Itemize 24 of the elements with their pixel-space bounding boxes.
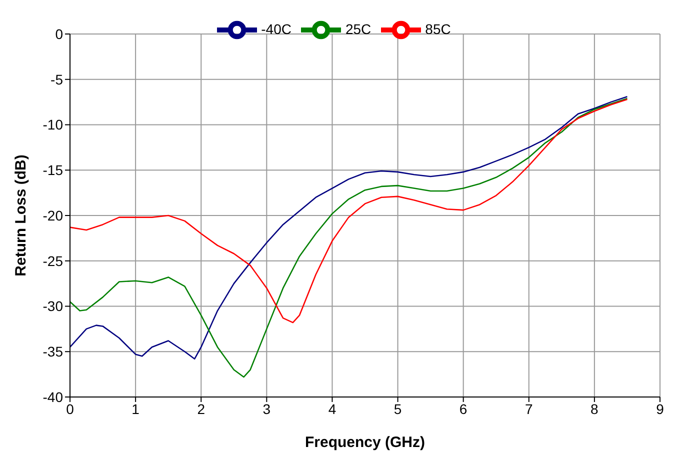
y-tick-label: -25	[42, 252, 64, 269]
y-tick-label: 0	[55, 26, 64, 42]
x-tick-label: 3	[262, 400, 271, 417]
legend-label: -40C	[261, 21, 292, 38]
x-axis-title: Frequency (GHz)	[304, 434, 426, 451]
x-tick-label: 1	[132, 400, 140, 417]
x-tick-label: 0	[66, 400, 74, 417]
x-tick-label: 7	[524, 400, 533, 417]
legend-label: 85C	[425, 21, 451, 38]
y-tick-label: -10	[42, 116, 64, 133]
y-tick-label: -5	[50, 71, 64, 88]
y-tick-label: -15	[42, 162, 64, 178]
y-tick-label: -40	[42, 388, 64, 405]
y-tick-label: -35	[42, 344, 64, 360]
x-tick-label: 8	[590, 400, 599, 417]
y-axis-title: Return Loss (dB)	[12, 154, 30, 276]
legend-label: 25C	[345, 21, 372, 38]
x-tick-label: 4	[328, 400, 336, 417]
x-tick-label: 2	[197, 400, 206, 417]
y-tick-label: -30	[42, 298, 64, 314]
x-tick-label: 5	[394, 400, 402, 417]
x-tick-label: 6	[459, 400, 468, 417]
y-tick-label: -20	[42, 207, 64, 224]
x-tick-label: 9	[656, 400, 664, 417]
